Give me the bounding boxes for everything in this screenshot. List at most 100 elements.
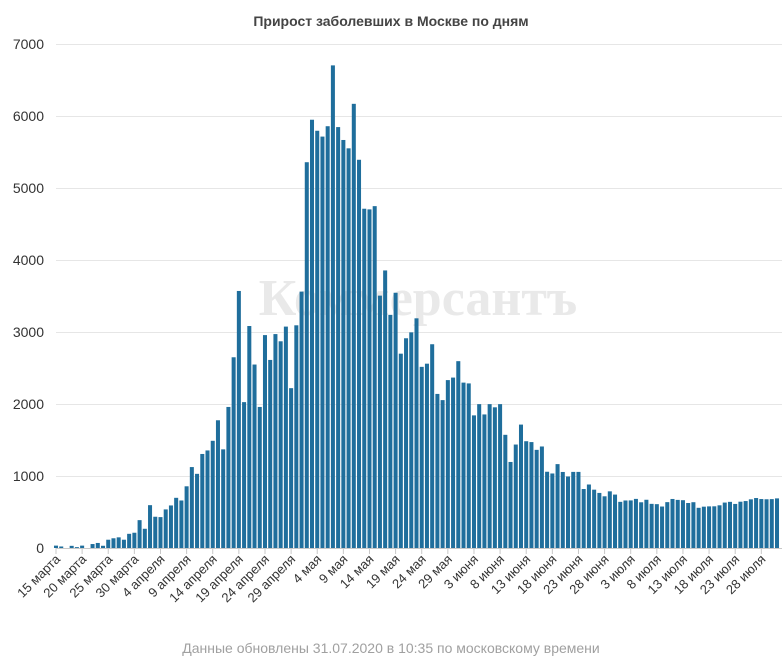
bar	[367, 209, 372, 548]
bar	[550, 473, 555, 548]
bar	[748, 499, 753, 548]
y-tick-label: 1000	[13, 468, 44, 484]
bar	[252, 364, 257, 548]
bar	[257, 406, 262, 548]
bar	[273, 334, 278, 548]
bar	[707, 506, 712, 548]
bar	[330, 65, 335, 548]
bar	[231, 357, 236, 548]
bar	[581, 489, 586, 548]
bar	[127, 533, 132, 548]
bar	[492, 407, 497, 548]
bar	[189, 467, 194, 548]
bar	[754, 498, 759, 548]
bar	[419, 366, 424, 548]
bar	[654, 504, 659, 548]
bar	[341, 139, 346, 549]
bar	[90, 544, 95, 548]
bar	[633, 498, 638, 548]
bar	[383, 270, 388, 548]
bar	[602, 496, 607, 548]
bar	[586, 484, 591, 548]
bar	[639, 502, 644, 548]
bar	[712, 506, 717, 548]
bar	[414, 318, 419, 548]
bar	[393, 292, 398, 548]
bar	[80, 545, 85, 548]
bar	[649, 503, 654, 548]
bar	[309, 119, 315, 549]
bar	[69, 545, 74, 548]
bar	[299, 291, 304, 548]
bar	[148, 505, 153, 548]
bar	[404, 338, 409, 548]
bar	[242, 402, 247, 548]
bar	[221, 449, 226, 548]
bar	[513, 444, 518, 548]
bar	[210, 440, 215, 548]
chart-title: Прирост заболевших в Москве по дням	[253, 13, 528, 29]
bar	[503, 434, 508, 548]
bar	[696, 507, 701, 548]
bar	[132, 532, 137, 548]
bar	[613, 494, 618, 548]
bar	[121, 539, 126, 548]
bar	[388, 314, 393, 548]
bar	[597, 492, 602, 548]
bar	[268, 359, 273, 548]
bar	[680, 500, 685, 548]
bar	[372, 206, 377, 548]
bar	[168, 505, 173, 548]
bar	[691, 502, 696, 548]
bar	[539, 446, 544, 548]
y-tick-label: 6000	[13, 108, 44, 124]
bar	[377, 295, 382, 548]
bar	[289, 388, 294, 548]
bar	[628, 500, 633, 548]
bar	[759, 499, 764, 548]
bar	[294, 325, 299, 548]
bar	[184, 486, 189, 548]
bar	[722, 502, 727, 548]
bar	[200, 453, 205, 548]
bar	[398, 353, 403, 548]
bar	[764, 499, 769, 548]
bar	[498, 404, 503, 548]
bar	[153, 516, 158, 548]
bar	[101, 545, 106, 548]
bar	[142, 528, 147, 548]
bar	[644, 499, 649, 548]
y-tick-label: 0	[36, 540, 44, 556]
bar	[466, 383, 471, 548]
bar	[435, 393, 440, 548]
bar	[717, 505, 722, 548]
bar	[174, 497, 179, 548]
bar	[424, 363, 429, 548]
bar	[247, 326, 252, 548]
bar	[774, 498, 780, 548]
bar	[215, 420, 220, 548]
bar	[409, 332, 414, 548]
bar	[205, 450, 210, 548]
bar	[508, 461, 513, 548]
bar	[451, 377, 456, 548]
bar	[534, 449, 539, 548]
bar	[283, 326, 288, 548]
bar	[278, 341, 283, 548]
bar	[158, 517, 163, 548]
bar	[524, 441, 529, 548]
bar	[53, 545, 59, 548]
bar	[461, 382, 466, 548]
bar	[623, 500, 628, 548]
bar	[660, 506, 665, 548]
bar	[262, 335, 267, 548]
bar	[471, 415, 476, 548]
bar	[743, 501, 748, 548]
bar	[665, 502, 670, 548]
bar	[59, 546, 64, 548]
bar	[95, 542, 100, 548]
bar	[336, 127, 341, 548]
bar	[545, 471, 550, 548]
